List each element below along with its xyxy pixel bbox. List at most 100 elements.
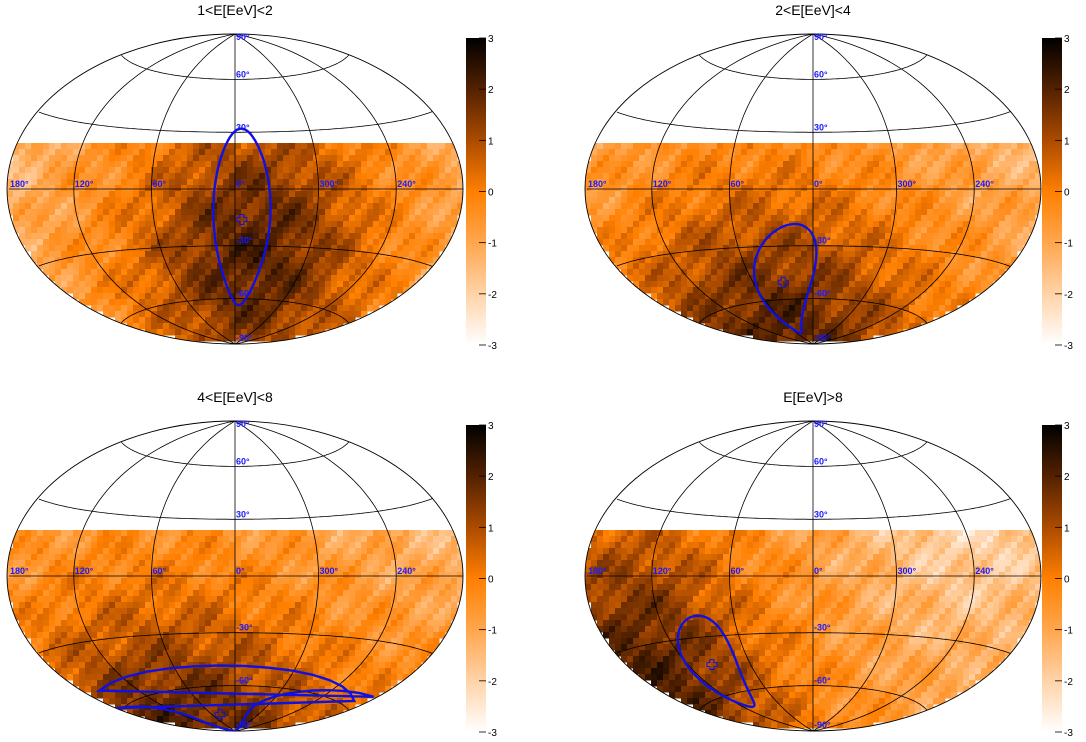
heatmap-cell <box>705 239 712 246</box>
heatmap-cell <box>633 239 640 246</box>
heatmap-cell <box>121 245 128 252</box>
heatmap-cell <box>1017 239 1024 246</box>
heatmap-cell <box>789 323 796 330</box>
heatmap-cell <box>681 311 688 318</box>
heatmap-cell <box>729 185 736 192</box>
heatmap-cell <box>957 299 964 306</box>
heatmap-cell <box>85 542 92 549</box>
heatmap-cell <box>723 167 730 174</box>
heatmap-cell <box>229 542 236 549</box>
heatmap-cell <box>103 191 110 198</box>
heatmap-cell <box>145 179 152 186</box>
heatmap-cell <box>969 215 976 222</box>
heatmap-cell <box>97 197 104 204</box>
heatmap-cell <box>879 179 886 186</box>
heatmap-cell <box>409 251 416 258</box>
heatmap-cell <box>109 197 116 204</box>
heatmap-cell <box>349 566 356 573</box>
heatmap-cell <box>939 161 946 168</box>
heatmap-cell <box>843 257 850 264</box>
heatmap-cell <box>37 185 44 192</box>
heatmap-cell <box>223 149 230 156</box>
heatmap-cell <box>271 578 278 585</box>
heatmap-cell <box>367 293 374 300</box>
heatmap-cell <box>427 149 434 156</box>
heatmap-cell <box>277 155 284 162</box>
heatmap-cell <box>963 209 970 216</box>
heatmap-cell <box>651 281 658 288</box>
colorbar <box>466 38 486 345</box>
heatmap-cell <box>223 323 230 330</box>
heatmap-cell <box>1011 173 1018 180</box>
heatmap-cell <box>343 281 350 288</box>
heatmap-cell <box>79 239 86 246</box>
colorbar-tick-label: 1 <box>1064 136 1070 147</box>
heatmap-cell <box>981 173 988 180</box>
heatmap-cell <box>337 572 344 579</box>
heatmap-cell <box>885 215 892 222</box>
heatmap-cell <box>265 197 272 204</box>
heatmap-cell <box>103 155 110 162</box>
heatmap-cell <box>397 167 404 174</box>
heatmap-cell <box>109 143 116 150</box>
heatmap-cell <box>819 221 826 228</box>
heatmap-cell <box>987 167 994 174</box>
heatmap-cell <box>867 167 874 174</box>
heatmap-cell <box>849 197 856 204</box>
heatmap-cell <box>163 185 170 192</box>
heatmap-cell <box>19 239 26 246</box>
heatmap-cell <box>331 209 338 216</box>
heatmap-cell <box>603 221 610 228</box>
heatmap-cell <box>169 536 176 543</box>
heatmap-cell <box>193 251 200 258</box>
heatmap-cell <box>337 161 344 168</box>
heatmap-cell <box>301 167 308 174</box>
heatmap-cell <box>283 197 290 204</box>
heatmap-cell <box>903 323 910 330</box>
heatmap-cell <box>975 281 982 288</box>
heatmap-cell <box>61 227 68 234</box>
heatmap-cell <box>687 311 694 318</box>
heatmap-cell <box>127 209 134 216</box>
heatmap-cell <box>451 560 458 567</box>
heatmap-cell <box>241 578 248 585</box>
heatmap-cell <box>193 215 200 222</box>
heatmap-cell <box>627 257 634 264</box>
heatmap-cell <box>37 548 44 555</box>
heatmap-cell <box>235 149 242 156</box>
heatmap-cell <box>349 143 356 150</box>
heatmap-cell <box>379 179 386 186</box>
heatmap-cell <box>397 143 404 150</box>
heatmap-cell <box>175 329 182 336</box>
heatmap-cell <box>319 530 326 537</box>
heatmap-cell <box>409 191 416 198</box>
heatmap-cell <box>223 191 230 198</box>
heatmap-cell <box>151 275 158 282</box>
heatmap-cell <box>681 287 688 294</box>
heatmap-cell <box>873 209 880 216</box>
heatmap-cell <box>699 275 706 282</box>
heatmap-cell <box>193 560 200 567</box>
heatmap-cell <box>723 149 730 156</box>
heatmap-cell <box>759 263 766 270</box>
heatmap-cell <box>915 215 922 222</box>
heatmap-cell <box>289 245 296 252</box>
heatmap-cell <box>121 542 128 549</box>
heatmap-cell <box>151 317 158 324</box>
heatmap-cell <box>55 173 62 180</box>
heatmap-cell <box>307 215 314 222</box>
heatmap-cell <box>271 209 278 216</box>
heatmap-cell <box>283 578 290 585</box>
heatmap-cell <box>259 305 266 312</box>
heatmap-cell <box>885 227 892 234</box>
heatmap-cell <box>945 281 952 288</box>
heatmap-cell <box>37 530 44 537</box>
heatmap-cell <box>301 578 308 585</box>
heatmap-cell <box>891 263 898 270</box>
heatmap-cell <box>259 203 266 210</box>
heatmap-cell <box>415 257 422 264</box>
heatmap-cell <box>681 161 688 168</box>
heatmap-cell <box>903 185 910 192</box>
heatmap-cell <box>699 167 706 174</box>
heatmap-cell <box>639 227 646 234</box>
